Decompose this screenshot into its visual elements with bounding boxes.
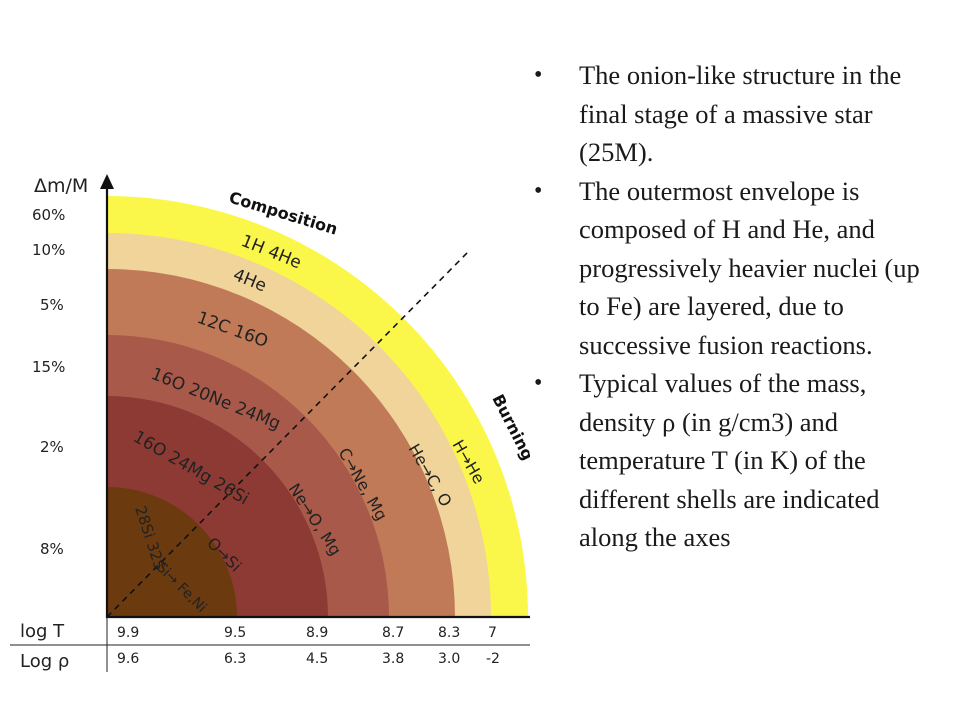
log-rho-value: 4.5 bbox=[306, 651, 328, 667]
bullet-list: The onion-like structure in the final st… bbox=[534, 56, 944, 557]
dashed-divider bbox=[106, 251, 469, 618]
mass-fraction-label: 15% bbox=[32, 358, 65, 376]
bullet-item: The outermost envelope is composed of H … bbox=[534, 172, 944, 365]
log-rho-value: 3.0 bbox=[438, 651, 460, 667]
log-rho-value: 6.3 bbox=[224, 651, 246, 667]
y-axis-label: Δm/M bbox=[34, 175, 88, 197]
log-t-label: log T bbox=[20, 621, 65, 642]
mass-fraction-label: 2% bbox=[40, 438, 64, 456]
log-rho-value: -2 bbox=[486, 651, 500, 667]
y-axis-arrow bbox=[100, 174, 114, 189]
log-rho-value: 3.8 bbox=[382, 651, 404, 667]
log-t-value: 9.9 bbox=[117, 625, 139, 641]
mass-fraction-label: 8% bbox=[40, 540, 64, 558]
log-rho-label: Log ρ bbox=[20, 651, 69, 672]
bullet-item: The onion-like structure in the final st… bbox=[534, 56, 944, 172]
burning-title: Burning bbox=[488, 391, 530, 463]
log-t-value: 8.3 bbox=[438, 625, 460, 641]
mass-fraction-label: 10% bbox=[32, 241, 65, 259]
log-t-value: 8.9 bbox=[306, 625, 328, 641]
log-t-value: 9.5 bbox=[224, 625, 246, 641]
bullet-item: Typical values of the mass, density ρ (i… bbox=[534, 364, 944, 557]
mass-fraction-label: 60% bbox=[32, 206, 65, 224]
log-t-value: 8.7 bbox=[382, 625, 404, 641]
mass-fraction-label: 5% bbox=[40, 296, 64, 314]
onion-diagram: Δm/M 60% 10% 5% 15% 2% 8% Composition Bu… bbox=[10, 174, 530, 672]
log-t-value: 7 bbox=[488, 625, 497, 641]
log-rho-value: 9.6 bbox=[117, 651, 139, 667]
